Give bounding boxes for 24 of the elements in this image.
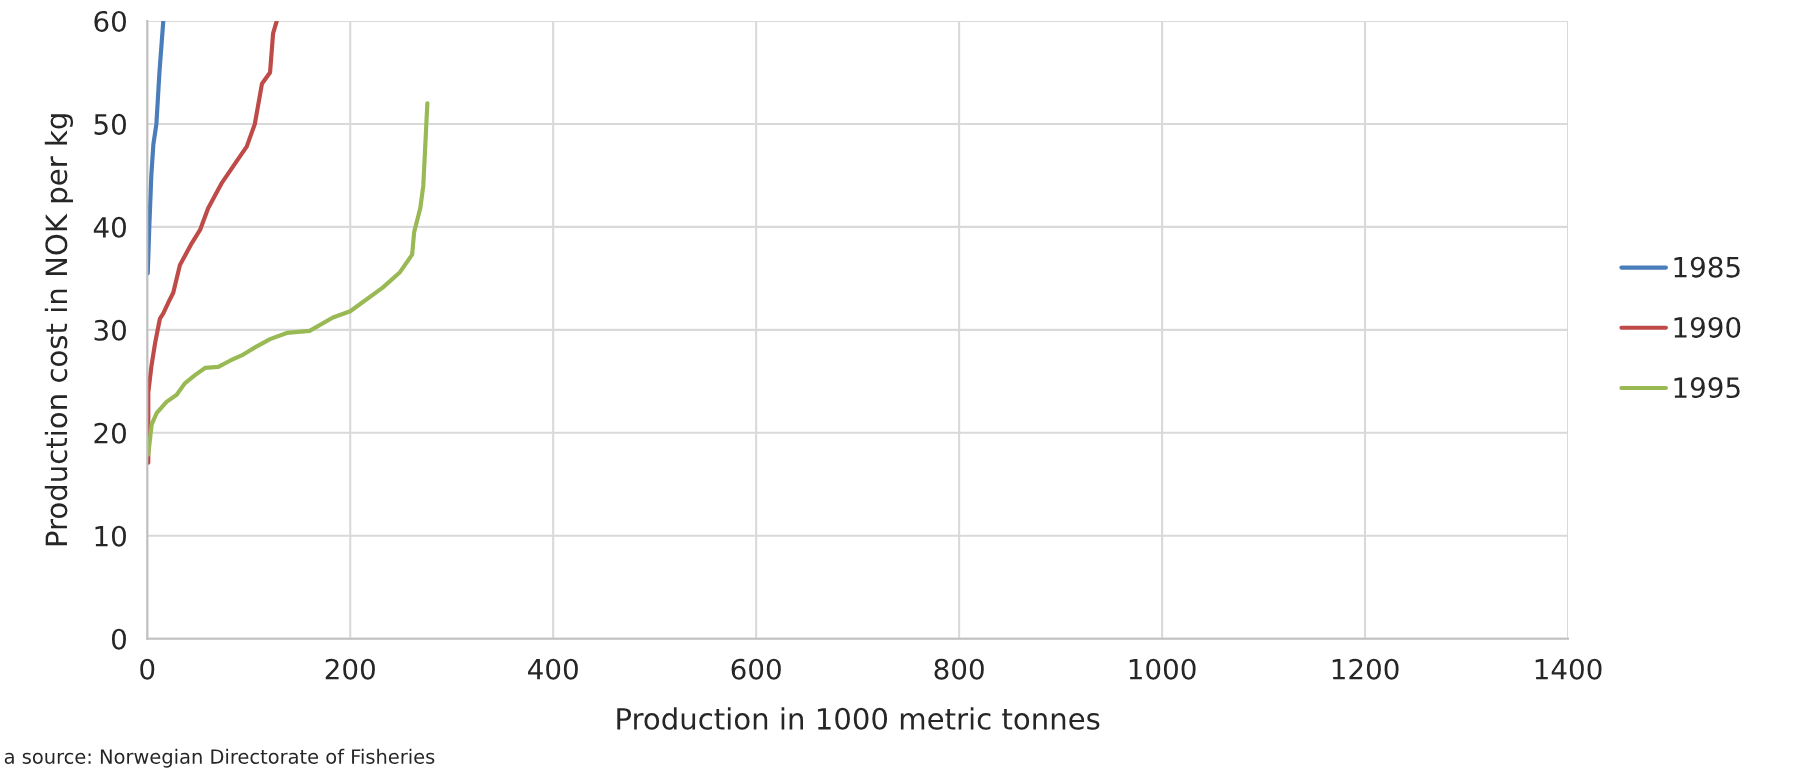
- text: a source: Norwegian Directorate of Fisheries: [4, 748, 435, 768]
- legend-label: 1990: [1674, 316, 1741, 338]
- y-tick-label: 30: [94, 319, 126, 341]
- line-series: [147, 101, 430, 457]
- y-tick-label: 60: [94, 10, 126, 32]
- line-series: [147, 20, 279, 465]
- y-tick-label: 0: [111, 628, 126, 650]
- y-tick-label: 20: [94, 422, 126, 444]
- x-tick-label: 200: [325, 658, 375, 680]
- x-tick-label: 1400: [1535, 658, 1602, 680]
- x-tick-label: 1200: [1332, 658, 1399, 680]
- y-axis-title: Production cost in NOK per kg: [44, 114, 74, 546]
- legend-label: 1995: [1674, 377, 1740, 399]
- y-tick-label: 50: [94, 113, 126, 135]
- x-tick-label: 0: [140, 658, 155, 680]
- x-axis-title: Production in 1000 metric tonnes: [617, 707, 1100, 730]
- x-tick-label: 600: [731, 658, 781, 680]
- y-tick-label: 40: [93, 216, 126, 238]
- y-tick-label: 10: [95, 525, 126, 547]
- x-tick-label: 400: [528, 658, 578, 680]
- x-tick-label: 1000: [1129, 658, 1196, 680]
- line-series: [147, 20, 166, 276]
- legend-label: 1985: [1674, 256, 1740, 278]
- x-tick-label: 800: [934, 658, 984, 680]
